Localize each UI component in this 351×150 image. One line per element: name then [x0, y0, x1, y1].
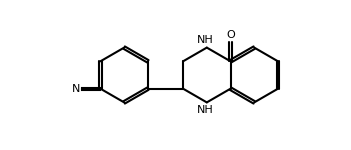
Text: NH: NH [197, 35, 213, 45]
Text: N: N [72, 84, 80, 94]
Text: O: O [226, 30, 235, 40]
Text: NH: NH [197, 105, 213, 115]
